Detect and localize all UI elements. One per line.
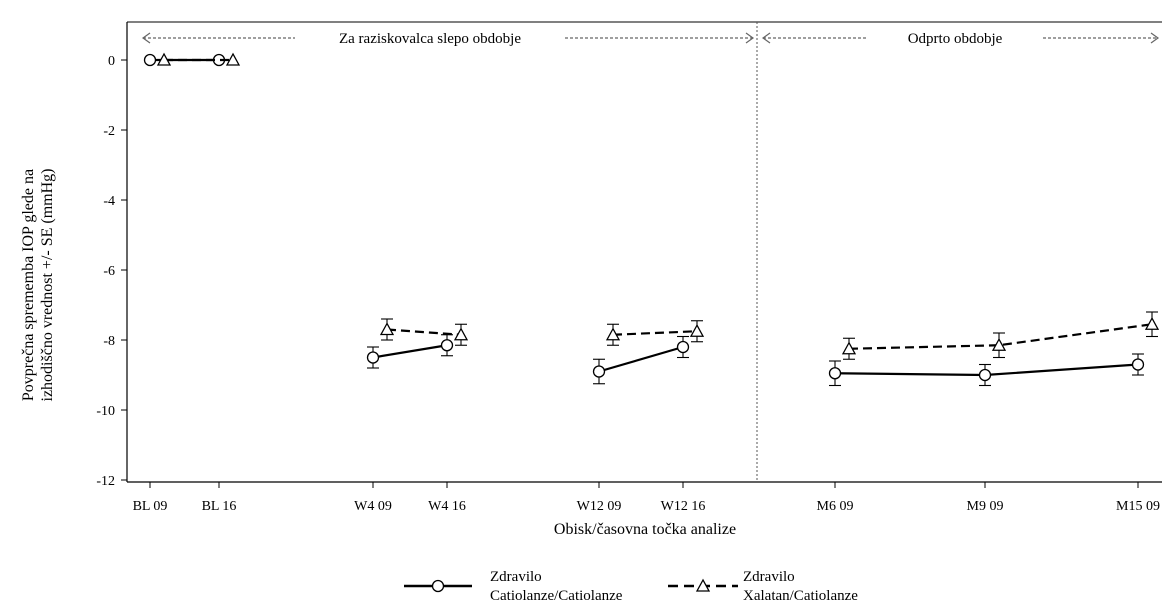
series-line <box>598 345 684 373</box>
triangle-marker <box>1144 316 1160 330</box>
y-axis: 0 -2 -4 -6 -8 -10 -12 <box>96 54 127 489</box>
y-tick-label: -10 <box>96 404 115 419</box>
triangle-marker <box>605 327 621 341</box>
triangle-marker <box>695 578 711 592</box>
triangle-marker <box>156 52 172 66</box>
series-line <box>386 328 462 336</box>
x-tick-label: BL 16 <box>202 499 237 514</box>
arrowhead-right <box>745 32 755 44</box>
circle-marker <box>828 367 842 380</box>
circle-marker <box>431 579 445 593</box>
legend-label: Catiolanze/Catiolanze <box>490 588 623 604</box>
y-axis-title-line-2: izhodiščno vrednost +/- SE (mmHg) <box>39 169 56 402</box>
y-axis-title-line-1: Povprečna sprememba IOP glede na <box>20 169 37 401</box>
period-label: Za raziskovalca slepo obdobje <box>339 31 521 47</box>
circle-marker <box>1131 358 1145 371</box>
y-tick-label: -12 <box>96 474 115 489</box>
x-tick-label: M9 09 <box>967 499 1004 514</box>
legend: Zdravilo Catiolanze/Catiolanze Zdravilo Xal… <box>404 569 858 604</box>
x-tick-label: W12 09 <box>577 499 622 514</box>
triangle-marker <box>225 52 241 66</box>
x-tick-label: W4 09 <box>354 499 392 514</box>
x-tick-label: W4 16 <box>428 499 466 514</box>
triangle-marker <box>379 322 395 336</box>
series-line <box>372 344 448 359</box>
x-axis-title: Obisk/časovna točka analize <box>554 521 736 538</box>
plot-frame <box>126 21 1162 483</box>
legend-label: Zdravilo <box>490 569 542 585</box>
circle-marker <box>978 368 992 382</box>
series-2 <box>156 52 1160 360</box>
arrowhead-left <box>141 32 151 44</box>
x-axis: BL 09 BL 16 W4 09 W4 16 W12 09 W12 16 M6 09 M9 … <box>133 482 1160 514</box>
circle-marker <box>366 351 380 364</box>
x-tick-label: M15 09 <box>1116 499 1160 514</box>
x-tick-label: M6 09 <box>817 499 854 514</box>
y-tick-label: -8 <box>103 334 115 349</box>
legend-item-1: Zdravilo Catiolanze/Catiolanze <box>404 569 623 604</box>
y-tick-label: -6 <box>103 264 115 279</box>
arrowhead-right <box>1150 32 1160 44</box>
y-tick-label: -2 <box>103 124 115 139</box>
legend-label: Zdravilo <box>743 569 795 585</box>
triangle-marker <box>689 323 705 337</box>
circle-marker <box>592 365 606 378</box>
legend-label: Xalatan/Catiolanze <box>743 588 858 604</box>
period-label: Odprto obdobje <box>908 31 1003 47</box>
series-line <box>848 323 1153 350</box>
y-tick-label: -4 <box>103 194 115 209</box>
x-tick-label: W12 16 <box>661 499 706 514</box>
triangle-marker <box>453 327 469 341</box>
triangle-marker <box>991 337 1007 351</box>
circle-marker <box>143 53 157 67</box>
circle-marker <box>676 340 690 354</box>
series-line <box>612 330 698 336</box>
period-annotations: Za raziskovalca slepo obdobje Odprto obdo… <box>141 22 1160 482</box>
legend-item-2: Zdravilo Xalatan/Catiolanze <box>668 569 858 604</box>
y-tick-label: 0 <box>108 54 115 69</box>
x-tick-label: BL 09 <box>133 499 168 514</box>
series-layer <box>143 52 1160 387</box>
arrowhead-left <box>761 32 771 44</box>
triangle-marker <box>841 341 857 355</box>
series-1 <box>143 53 1145 387</box>
circle-marker <box>440 339 454 352</box>
